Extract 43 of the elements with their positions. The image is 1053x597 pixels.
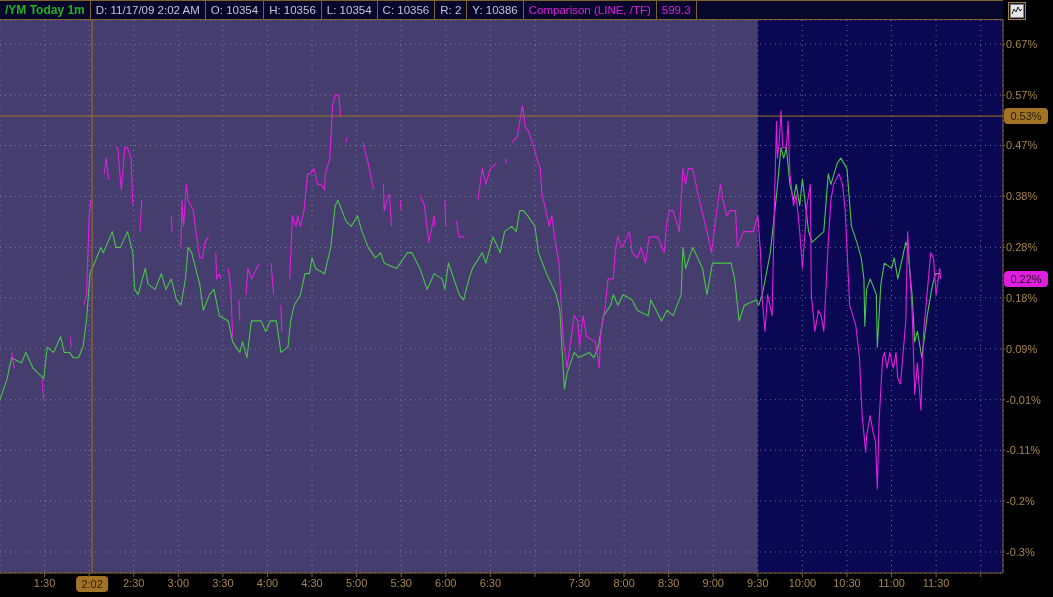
x-tick-label: 3:30	[212, 576, 234, 589]
text: Y: 10386	[472, 4, 518, 16]
text: L: 10354	[326, 4, 372, 16]
ref-line-label: 0.53%	[1010, 110, 1042, 123]
text: Comparison (LINE, /TF)	[528, 4, 651, 16]
x-tick-label: 10:00	[788, 576, 817, 589]
ref-line-label: 2:02	[81, 578, 103, 590]
x-tick-label: 6:00	[435, 576, 457, 589]
text: 599.3	[661, 4, 691, 16]
text: D: 11/17/09 2:02 AM	[95, 4, 200, 16]
y-tick-label: 0.57%	[1006, 88, 1038, 101]
text: C: 10356	[382, 4, 430, 16]
x-tick-label: 8:30	[657, 576, 680, 589]
y-tick-label: -0.11%	[1006, 443, 1041, 456]
y-tick-label: -0.2%	[1006, 494, 1035, 507]
y-tick-label: 0.18%	[1006, 291, 1038, 304]
y-tick-label: 0.47%	[1006, 139, 1038, 152]
annotation: 0.22%	[1004, 270, 1048, 287]
x-tick-label: 8:00	[613, 576, 635, 589]
x-tick-label: 4:00	[256, 576, 279, 589]
x-tick-label: 11:00	[878, 576, 905, 589]
x-tick-label: 6:30	[479, 576, 502, 589]
text: R: 2	[440, 4, 462, 16]
x-tick-label: 5:00	[345, 576, 368, 589]
x-tick-label: 2:30	[123, 576, 145, 589]
y-tick-label: 0.38%	[1006, 190, 1038, 203]
chart-title: /YM Today 1m	[5, 3, 85, 17]
x-tick-label: 7:30	[568, 576, 591, 589]
x-tick-label: 10:30	[833, 576, 861, 589]
x-tick-label: 9:30	[747, 576, 769, 589]
y-tick-label: 0.09%	[1006, 342, 1038, 355]
x-tick-label: 4:30	[301, 576, 323, 589]
x-tick-label: 3:00	[167, 576, 190, 589]
text: H: 10356	[269, 4, 316, 16]
x-tick-label: 11:30	[922, 576, 950, 589]
y-tick-label: -0.3%	[1006, 545, 1035, 558]
y-tick-label: -0.01%	[1006, 393, 1042, 406]
x-tick-label: 1:30	[33, 576, 56, 589]
y-tick-label: 0.67%	[1006, 38, 1038, 51]
x-tick-label: 5:30	[390, 576, 412, 589]
text: O: 10354	[210, 4, 259, 16]
x-tick-label: 9:00	[702, 576, 724, 589]
y-tick-label: 0.28%	[1006, 241, 1038, 254]
